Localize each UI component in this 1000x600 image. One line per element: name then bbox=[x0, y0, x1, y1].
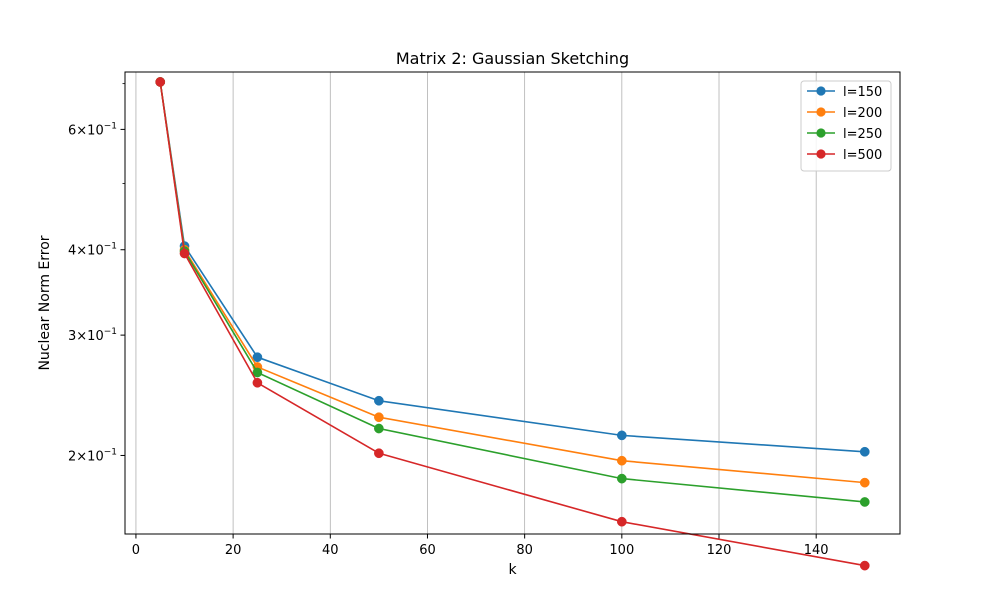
y-tick-base: 10 bbox=[87, 329, 104, 344]
series-line-l=200 bbox=[159, 81, 865, 484]
x-tick-label: 140 bbox=[804, 543, 829, 558]
data-point-l=150 bbox=[374, 395, 384, 406]
legend: l=150 l=200 l=250 l=500 bbox=[800, 80, 892, 172]
x-tick-label: 80 bbox=[516, 543, 533, 558]
y-tick-exponent: −1 bbox=[104, 327, 117, 337]
grid bbox=[135, 72, 817, 534]
plot-series bbox=[155, 77, 870, 571]
y-tick-mantissa: 2 bbox=[68, 449, 76, 464]
x-axis-label: k bbox=[508, 562, 517, 578]
y-tick-base: 10 bbox=[87, 123, 104, 138]
data-point-l=500 bbox=[252, 377, 263, 388]
data-point-l=250 bbox=[616, 473, 627, 484]
y-tick-exponent: −1 bbox=[104, 121, 117, 131]
legend-marker bbox=[816, 128, 826, 138]
plot-area-frame bbox=[124, 71, 901, 535]
y-tick-label: 3×10−1 bbox=[68, 327, 117, 344]
data-point-l=150 bbox=[616, 430, 627, 441]
legend-label: l=150 bbox=[843, 85, 882, 100]
y-tick-mantissa: 6 bbox=[68, 123, 76, 138]
data-point-l=500 bbox=[616, 516, 627, 527]
y-axis: 2×10−13×10−14×10−16×10−1 bbox=[68, 83, 125, 464]
y-tick-times: × bbox=[76, 329, 87, 344]
y-tick-times: × bbox=[76, 123, 87, 138]
y-tick-label: 2×10−1 bbox=[68, 447, 117, 464]
x-tick-label: 20 bbox=[225, 543, 242, 558]
data-point-l=500 bbox=[155, 77, 166, 87]
y-tick-mantissa: 4 bbox=[68, 244, 76, 259]
y-axis-label: Nuclear Norm Error bbox=[37, 235, 53, 370]
data-point-l=250 bbox=[859, 497, 870, 507]
x-axis: 0 20 40 60 80 100 120 140 bbox=[132, 534, 829, 558]
y-tick-label: 4×10−1 bbox=[68, 242, 117, 259]
x-tick-label: 60 bbox=[419, 543, 436, 558]
y-tick-exponent: −1 bbox=[104, 242, 117, 252]
legend-box bbox=[800, 80, 892, 172]
chart-title: Matrix 2: Gaussian Sketching bbox=[396, 49, 629, 68]
legend-label: l=500 bbox=[843, 148, 882, 163]
y-tick-exponent: −1 bbox=[104, 447, 117, 457]
data-point-l=150 bbox=[859, 446, 870, 457]
data-point-l=200 bbox=[859, 477, 870, 488]
legend-label: l=250 bbox=[843, 127, 882, 142]
data-point-l=150 bbox=[252, 352, 263, 363]
data-point-l=250 bbox=[252, 367, 263, 378]
x-tick-label: 0 bbox=[132, 543, 140, 558]
legend-marker bbox=[816, 149, 826, 159]
series-line-l=250 bbox=[159, 81, 865, 503]
x-tick-label: 100 bbox=[609, 543, 634, 558]
y-tick-base: 10 bbox=[87, 449, 104, 464]
legend-marker bbox=[816, 86, 826, 96]
y-tick-label: 6×10−1 bbox=[68, 121, 117, 138]
series-line-l=500 bbox=[159, 81, 865, 567]
y-tick-times: × bbox=[76, 449, 87, 464]
data-point-l=200 bbox=[616, 455, 627, 466]
x-tick-label: 40 bbox=[322, 543, 339, 558]
data-point-l=200 bbox=[374, 412, 384, 423]
legend-label: l=200 bbox=[843, 106, 882, 121]
legend-marker bbox=[816, 107, 826, 117]
data-point-l=500 bbox=[859, 560, 870, 571]
y-tick-mantissa: 3 bbox=[68, 329, 76, 344]
series-line-l=150 bbox=[159, 81, 865, 453]
data-point-l=250 bbox=[374, 423, 384, 434]
x-tick-label: 120 bbox=[707, 543, 732, 558]
data-point-l=500 bbox=[374, 448, 384, 459]
y-tick-base: 10 bbox=[87, 244, 104, 259]
y-tick-times: × bbox=[76, 244, 87, 259]
data-point-l=500 bbox=[179, 248, 190, 259]
